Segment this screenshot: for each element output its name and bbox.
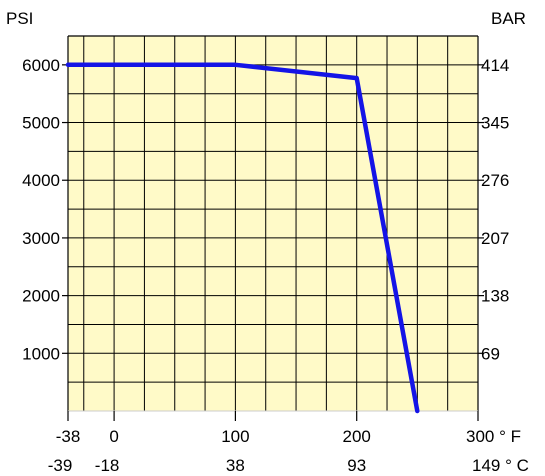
x-tick-label: -38: [56, 427, 81, 446]
grid-lines: [68, 35, 478, 411]
x-tick-sublabel: 38: [226, 456, 245, 475]
x-tick-label: 300 ° F: [466, 427, 521, 446]
x-tick-sublabel: -39: [48, 456, 73, 475]
y2-tick-label: 138: [481, 287, 509, 306]
series-group: [65, 62, 420, 414]
right-axis-unit: BAR: [491, 9, 526, 28]
y2-tick-label: 345: [481, 114, 509, 133]
y-tick-label: 2000: [22, 287, 60, 306]
y-tick-label: 3000: [22, 229, 60, 248]
y-tick-label: 4000: [22, 171, 60, 190]
y2-tick-label: 276: [481, 171, 509, 190]
y-tick-label: 1000: [22, 344, 60, 363]
x-tick-sublabel: 93: [347, 456, 366, 475]
series-line: [65, 62, 420, 414]
y-tick-label: 5000: [22, 114, 60, 133]
axes: [62, 35, 484, 421]
left-axis-unit: PSI: [6, 9, 33, 28]
x-tick-sublabel: -18: [95, 456, 120, 475]
plot-area: [68, 36, 478, 411]
tick-labels: 1000200030004000500060006913820727634541…: [22, 56, 529, 475]
x-tick-sublabel: 149 ° C: [472, 456, 529, 475]
y2-tick-label: 414: [481, 56, 509, 75]
y2-tick-label: 69: [481, 344, 500, 363]
x-tick-label: 100: [221, 427, 249, 446]
x-tick-label: 0: [109, 427, 118, 446]
y2-tick-label: 207: [481, 229, 509, 248]
y-tick-label: 6000: [22, 56, 60, 75]
x-tick-label: 200: [343, 427, 371, 446]
